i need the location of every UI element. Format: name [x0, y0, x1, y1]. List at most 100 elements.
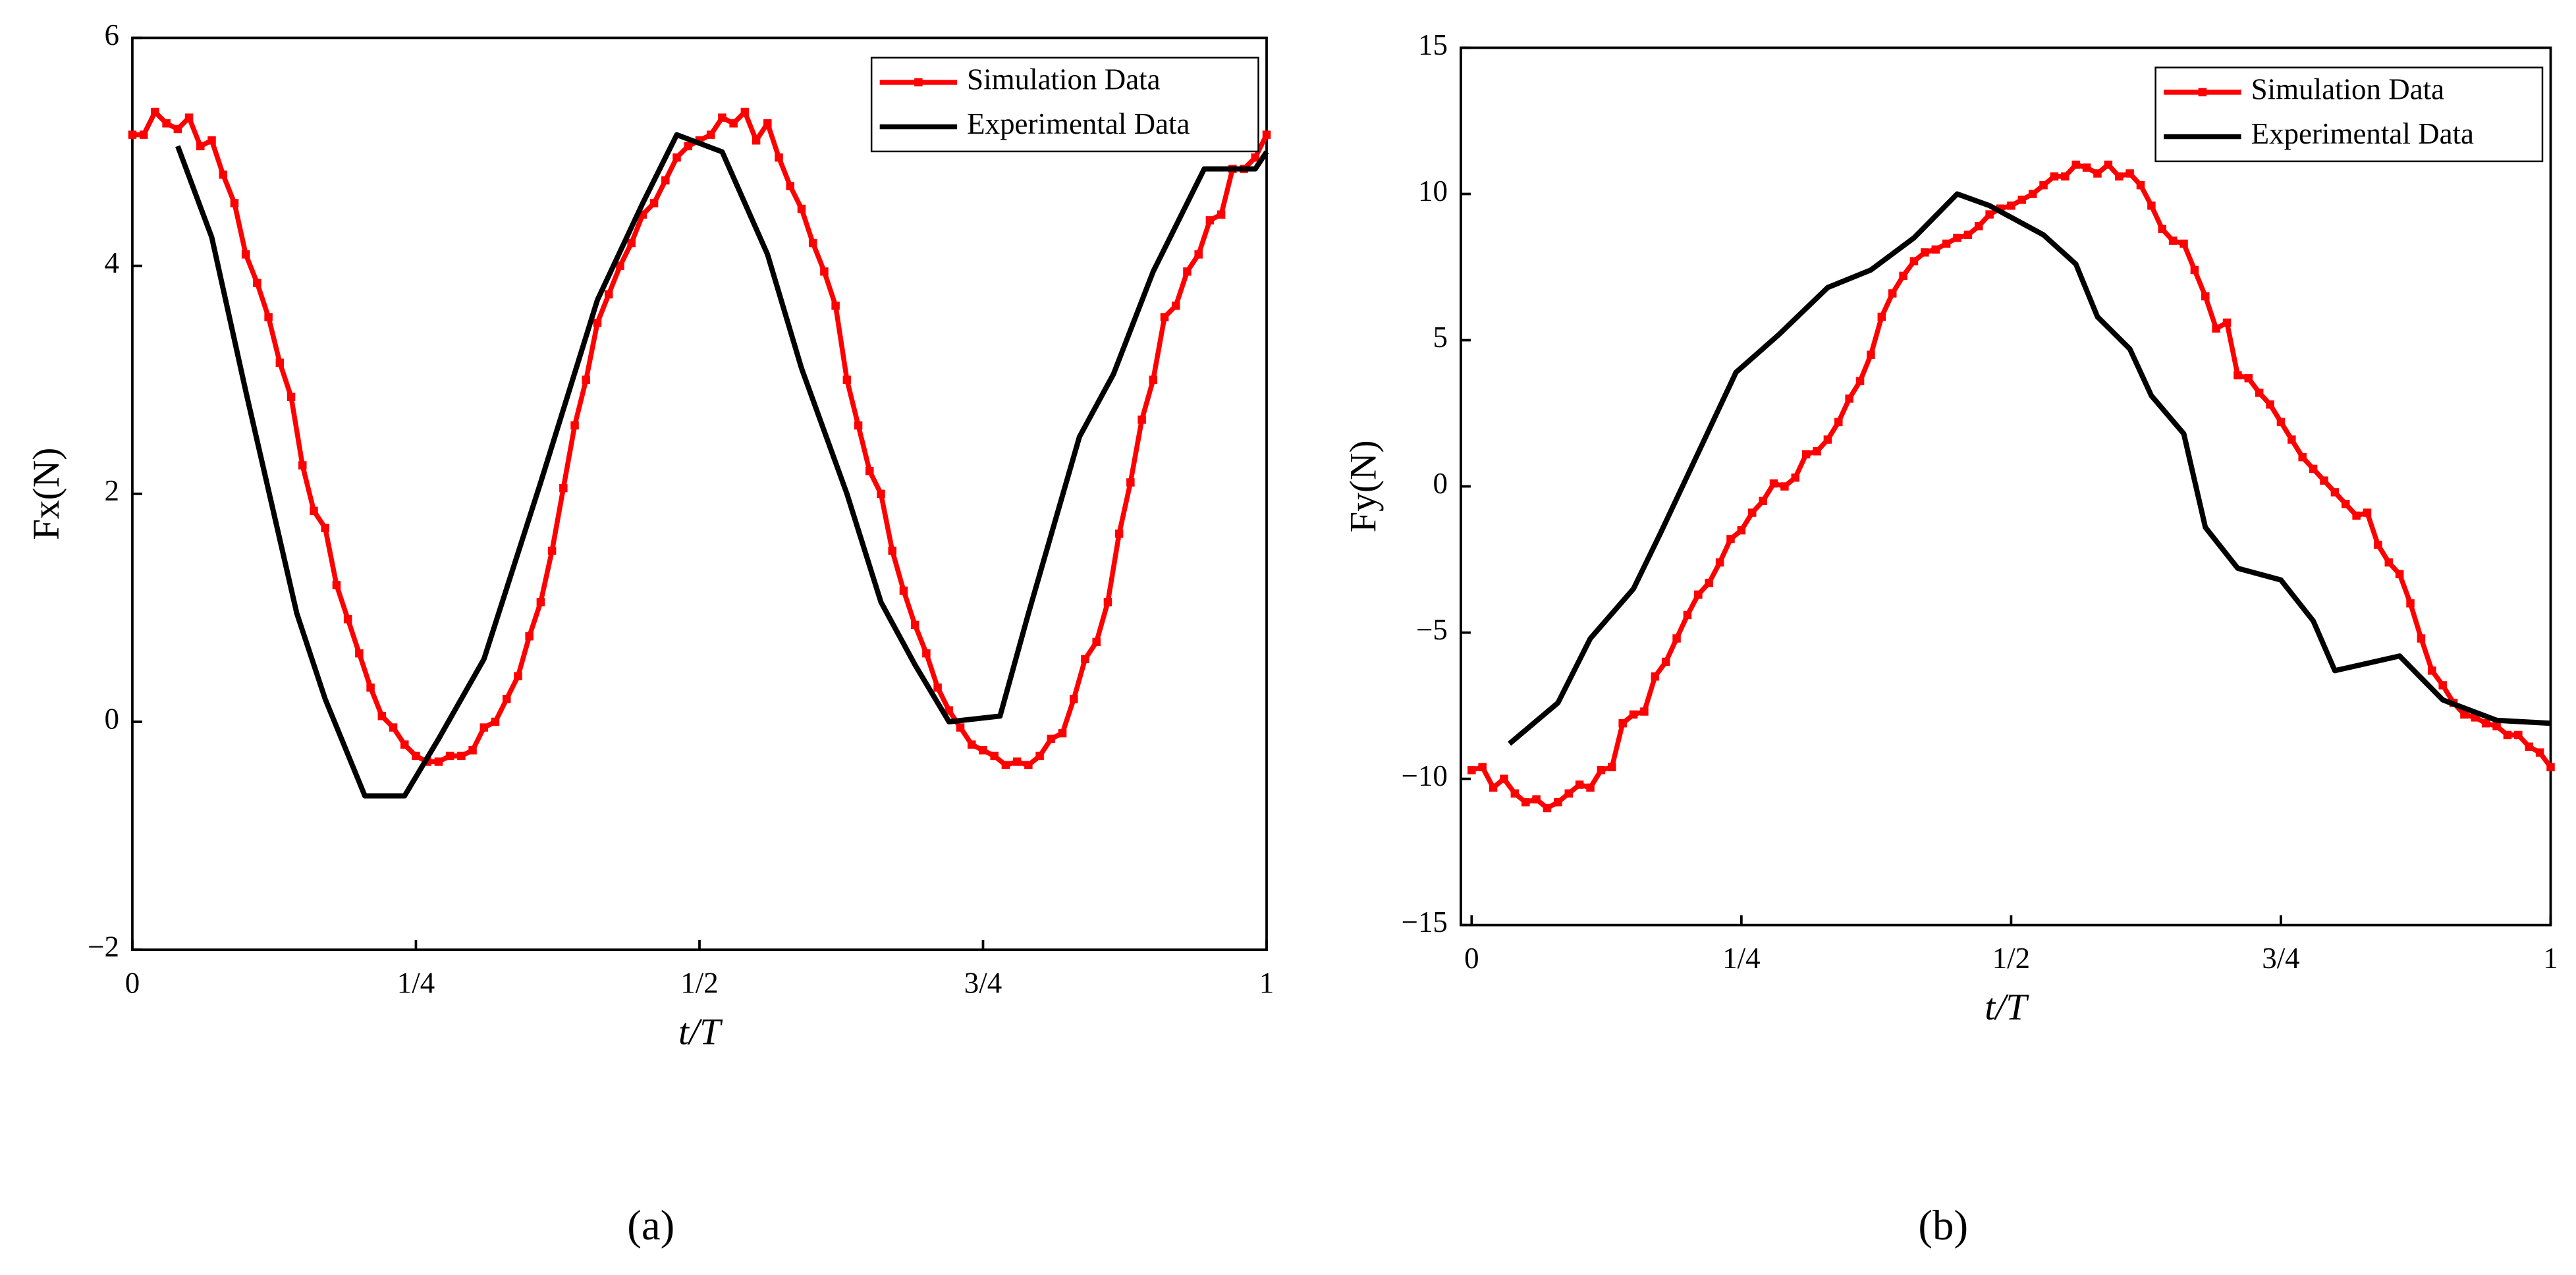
marker	[2222, 318, 2232, 327]
marker	[128, 130, 137, 139]
marker	[2028, 190, 2037, 198]
marker	[1489, 783, 1498, 792]
marker	[525, 632, 534, 641]
marker	[854, 421, 863, 430]
marker	[2125, 169, 2134, 178]
marker	[2147, 202, 2156, 210]
marker	[1160, 313, 1169, 321]
marker	[1035, 751, 1044, 761]
marker	[2039, 180, 2048, 190]
marker	[2406, 599, 2415, 608]
y-tick-label: 6	[104, 18, 119, 51]
marker	[956, 723, 965, 732]
marker	[593, 318, 602, 327]
marker	[2276, 418, 2286, 427]
marker	[1597, 766, 1606, 774]
legend-box	[870, 57, 1259, 153]
marker	[207, 136, 216, 145]
marker	[184, 113, 194, 122]
x-tick-label: 1/4	[397, 966, 435, 999]
marker	[2460, 710, 2469, 719]
marker	[1963, 231, 1973, 239]
marker	[2212, 324, 2220, 333]
marker	[1780, 482, 1789, 491]
marker	[173, 124, 182, 134]
marker	[1070, 695, 1078, 703]
marker	[1661, 657, 1670, 666]
marker	[1081, 655, 1089, 664]
marker	[1823, 435, 1832, 444]
marker	[502, 695, 511, 703]
marker	[2007, 202, 2015, 210]
marker	[457, 751, 466, 761]
marker	[752, 136, 761, 145]
marker	[1629, 710, 1638, 719]
y-tick-label: 2	[104, 474, 119, 507]
marker	[2503, 730, 2512, 740]
x-tick-label: 1/2	[1992, 942, 2030, 975]
marker	[1092, 638, 1101, 647]
marker	[139, 130, 148, 139]
marker	[582, 375, 591, 384]
marker	[820, 267, 829, 276]
marker	[1251, 153, 1260, 162]
legend-label: Simulation Data	[967, 63, 1161, 95]
marker	[616, 261, 624, 270]
y-tick-label: 4	[104, 246, 119, 279]
marker	[1126, 478, 1135, 487]
marker	[979, 746, 987, 755]
marker	[2481, 719, 2490, 728]
marker	[2168, 236, 2178, 245]
marker	[2438, 681, 2447, 690]
x-tick-label: 1	[2543, 942, 2558, 975]
marker	[865, 466, 874, 475]
marker	[1985, 210, 1994, 219]
marker	[2525, 742, 2533, 751]
marker	[1769, 479, 1778, 488]
marker	[775, 153, 783, 162]
marker	[649, 199, 659, 207]
marker	[786, 182, 794, 190]
marker	[2201, 292, 2210, 301]
marker	[990, 751, 999, 761]
marker	[933, 683, 942, 692]
marker	[151, 107, 159, 117]
marker	[1737, 526, 1746, 535]
marker	[2535, 748, 2544, 757]
marker	[877, 489, 885, 499]
marker	[706, 130, 715, 139]
marker	[831, 301, 840, 310]
marker	[1149, 375, 1158, 384]
marker	[1942, 239, 1951, 248]
marker	[1726, 535, 1735, 543]
marker	[1845, 394, 1853, 403]
marker	[434, 757, 443, 766]
marker	[1651, 672, 1660, 681]
marker	[1262, 130, 1271, 139]
marker	[1500, 774, 1508, 783]
plot-frame	[1460, 46, 2552, 927]
legend-label: Experimental Data	[2251, 117, 2474, 150]
marker	[1921, 248, 1929, 257]
marker	[2233, 371, 2242, 380]
marker	[1791, 473, 1800, 482]
marker	[1694, 590, 1703, 599]
marker	[1058, 729, 1067, 738]
marker	[2330, 488, 2340, 497]
marker	[2266, 400, 2274, 409]
marker	[888, 547, 896, 555]
marker	[559, 483, 568, 493]
x-tick-label: 1	[1259, 966, 1274, 999]
marker	[2514, 730, 2523, 740]
marker	[1931, 245, 1940, 254]
marker	[2546, 763, 2555, 772]
marker	[355, 649, 364, 658]
marker	[672, 153, 681, 162]
marker	[1183, 267, 1192, 276]
y-tick-label: −5	[1416, 613, 1448, 646]
marker	[729, 119, 738, 128]
x-tick-label: 3/4	[964, 966, 1002, 999]
series-line	[1508, 191, 2551, 746]
marker	[2492, 722, 2501, 730]
